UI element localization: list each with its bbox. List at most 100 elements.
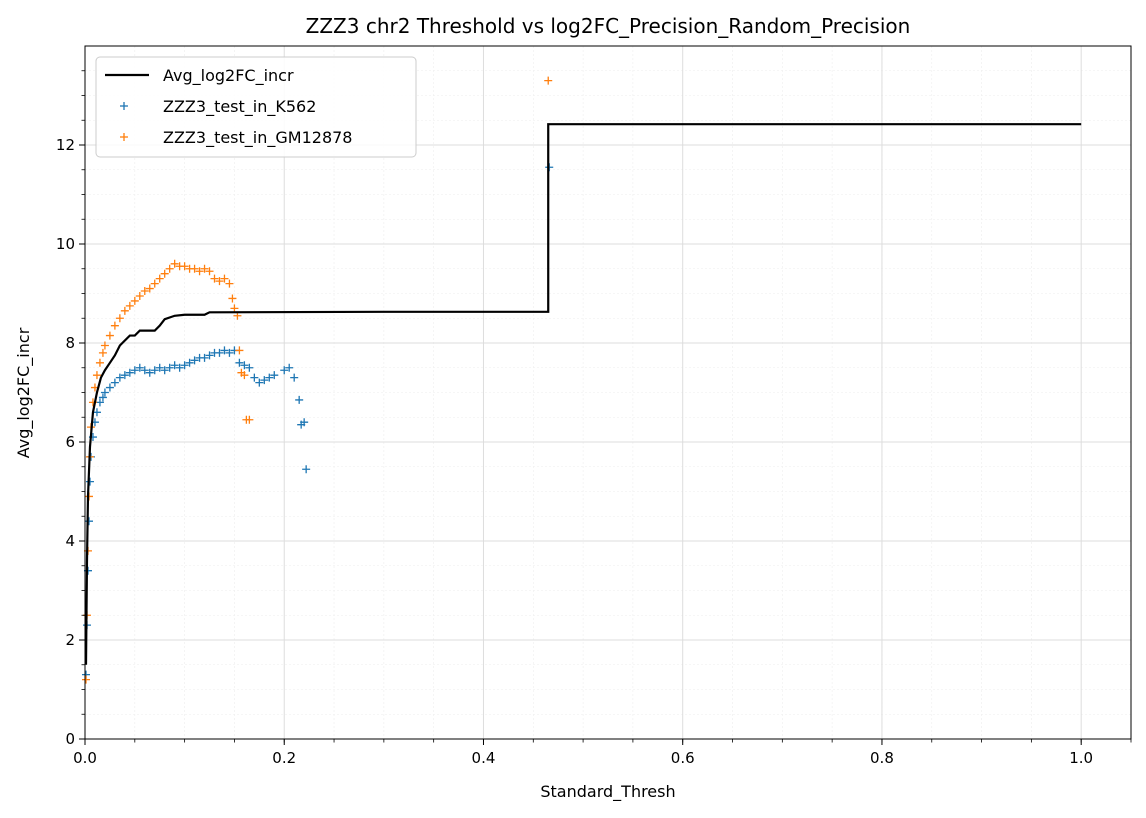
data-point <box>85 477 94 486</box>
data-point <box>120 371 129 380</box>
data-point <box>95 398 104 407</box>
data-point <box>235 358 244 367</box>
series-zzz3-test-in-k562 <box>81 163 554 679</box>
data-point <box>225 279 234 288</box>
data-point <box>165 363 174 372</box>
data-point <box>200 353 209 362</box>
series-layer <box>81 76 1082 684</box>
x-axis-title: Standard_Thresh <box>540 782 675 802</box>
data-point <box>205 267 214 276</box>
legend: Avg_log2FC_incr ZZZ3_test_in_K562 ZZZ3_t… <box>95 56 417 158</box>
legend-marker-gm12878 <box>120 133 128 141</box>
y-tick-label: 12 <box>56 136 75 154</box>
x-tick-label: 0.6 <box>671 749 695 767</box>
data-point <box>240 361 249 370</box>
data-point <box>135 291 144 300</box>
data-point <box>228 294 237 303</box>
data-point <box>81 675 90 684</box>
y-tick-label: 0 <box>65 730 75 748</box>
data-point <box>302 465 311 474</box>
data-point <box>150 366 159 375</box>
data-point <box>265 373 274 382</box>
data-point <box>84 517 93 526</box>
data-point <box>160 269 169 278</box>
data-point <box>145 284 154 293</box>
data-point <box>95 358 104 367</box>
legend-box <box>95 56 417 158</box>
data-point <box>200 264 209 273</box>
data-point <box>225 348 234 357</box>
data-point <box>210 274 219 283</box>
data-point <box>220 346 229 355</box>
data-point <box>98 348 107 357</box>
x-tick-label: 0.0 <box>73 749 97 767</box>
data-point <box>190 356 199 365</box>
legend-marker-k562 <box>120 102 128 110</box>
x-tick-label: 1.0 <box>1069 749 1093 767</box>
data-point <box>92 371 101 380</box>
x-tick-label: 0.4 <box>472 749 496 767</box>
data-point <box>300 418 309 427</box>
data-point <box>105 383 114 392</box>
chart-title: ZZZ3 chr2 Threshold vs log2FC_Precision_… <box>306 14 911 38</box>
data-point <box>115 373 124 382</box>
data-point <box>170 361 179 370</box>
data-point <box>260 376 269 385</box>
data-point <box>115 314 124 323</box>
data-point <box>290 373 299 382</box>
data-point <box>150 279 159 288</box>
data-point <box>140 366 149 375</box>
x-axis: 0.0 0.2 0.4 0.6 0.8 1.0 <box>73 739 1132 767</box>
data-point <box>190 264 199 273</box>
y-axis-title: Avg_log2FC_incr <box>14 327 34 458</box>
data-point <box>160 366 169 375</box>
data-point <box>285 363 294 372</box>
data-point <box>165 264 174 273</box>
data-point <box>98 393 107 402</box>
data-point <box>245 415 254 424</box>
data-point <box>270 371 279 380</box>
y-tick-label: 2 <box>65 631 75 649</box>
data-point <box>145 368 154 377</box>
data-point <box>255 378 264 387</box>
data-point <box>155 363 164 372</box>
data-point <box>110 378 119 387</box>
y-tick-label: 6 <box>65 433 75 451</box>
y-tick-label: 8 <box>65 334 75 352</box>
data-point <box>110 321 119 330</box>
data-point <box>170 259 179 268</box>
data-point <box>140 287 149 296</box>
data-point <box>175 363 184 372</box>
data-point <box>230 304 239 313</box>
data-point <box>295 395 304 404</box>
y-tick-label: 4 <box>65 532 75 550</box>
data-point <box>185 358 194 367</box>
x-tick-label: 0.8 <box>870 749 894 767</box>
data-point <box>240 371 249 380</box>
y-tick-label: 10 <box>56 235 75 253</box>
data-point <box>92 408 101 417</box>
legend-label-gm12878: ZZZ3_test_in_GM12878 <box>163 128 352 148</box>
legend-label-avg: Avg_log2FC_incr <box>163 66 294 86</box>
data-point <box>135 363 144 372</box>
data-point <box>105 331 114 340</box>
data-point <box>125 368 134 377</box>
data-point <box>100 341 109 350</box>
y-axis: 0 2 4 6 8 10 12 <box>56 70 85 748</box>
x-tick-label: 0.2 <box>272 749 296 767</box>
data-point <box>250 373 259 382</box>
data-point <box>155 274 164 283</box>
data-point <box>220 274 229 283</box>
legend-label-k562: ZZZ3_test_in_K562 <box>163 97 316 117</box>
data-point <box>280 366 289 375</box>
data-point <box>544 76 553 85</box>
data-point <box>100 388 109 397</box>
data-point <box>130 366 139 375</box>
data-point <box>205 351 214 360</box>
data-point <box>235 346 244 355</box>
data-point <box>120 306 129 315</box>
data-point <box>195 267 204 276</box>
data-point <box>245 363 254 372</box>
series-line-avg-log2fc-incr <box>84 123 1082 665</box>
